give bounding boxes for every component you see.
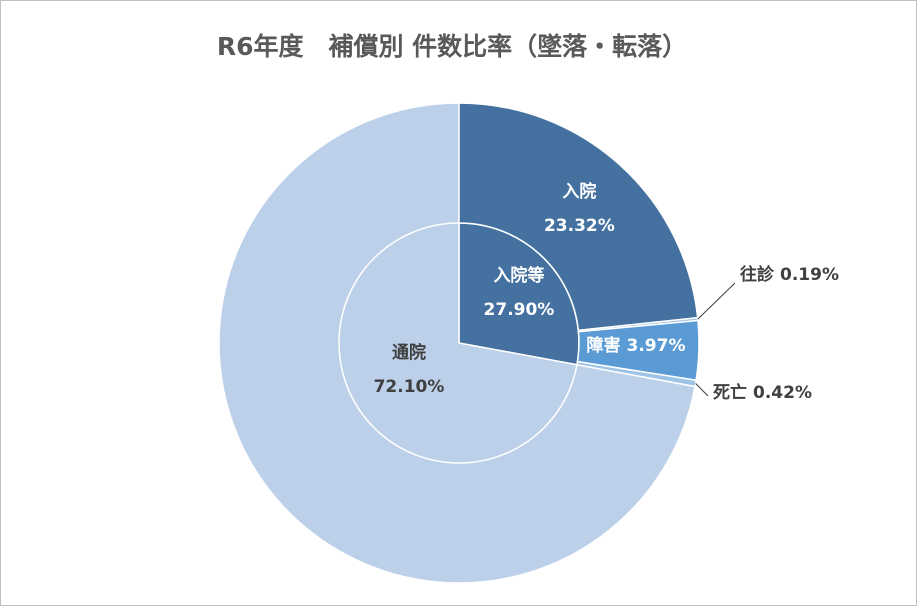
label-part: 0.19% bbox=[780, 265, 839, 285]
ring-slice bbox=[458, 102, 699, 332]
label-part: 障害 bbox=[587, 335, 621, 356]
data-label: 72.10% bbox=[374, 377, 445, 397]
ring-slice bbox=[576, 360, 697, 388]
data-label: 入院等 bbox=[493, 265, 544, 286]
data-label: 障害 3.97% bbox=[587, 335, 686, 356]
data-label: 死亡 0.42% bbox=[713, 382, 812, 403]
leader-line bbox=[695, 383, 709, 397]
label-part: 0.42% bbox=[753, 383, 812, 403]
leader-line bbox=[697, 282, 736, 320]
data-label: 23.32% bbox=[544, 216, 615, 236]
data-label: 27.90% bbox=[484, 300, 555, 320]
label-part: 死亡 bbox=[713, 382, 747, 403]
label-part: 往診 bbox=[740, 264, 775, 285]
label-part: 3.97% bbox=[627, 336, 686, 356]
pie-slice bbox=[218, 102, 696, 584]
chart-title: R6年度 補償別 件数比率（墜落・転落） bbox=[217, 32, 687, 61]
data-label: 通院 bbox=[392, 342, 426, 363]
data-label: 往診 0.19% bbox=[740, 264, 839, 285]
data-label: 入院 bbox=[562, 181, 596, 202]
